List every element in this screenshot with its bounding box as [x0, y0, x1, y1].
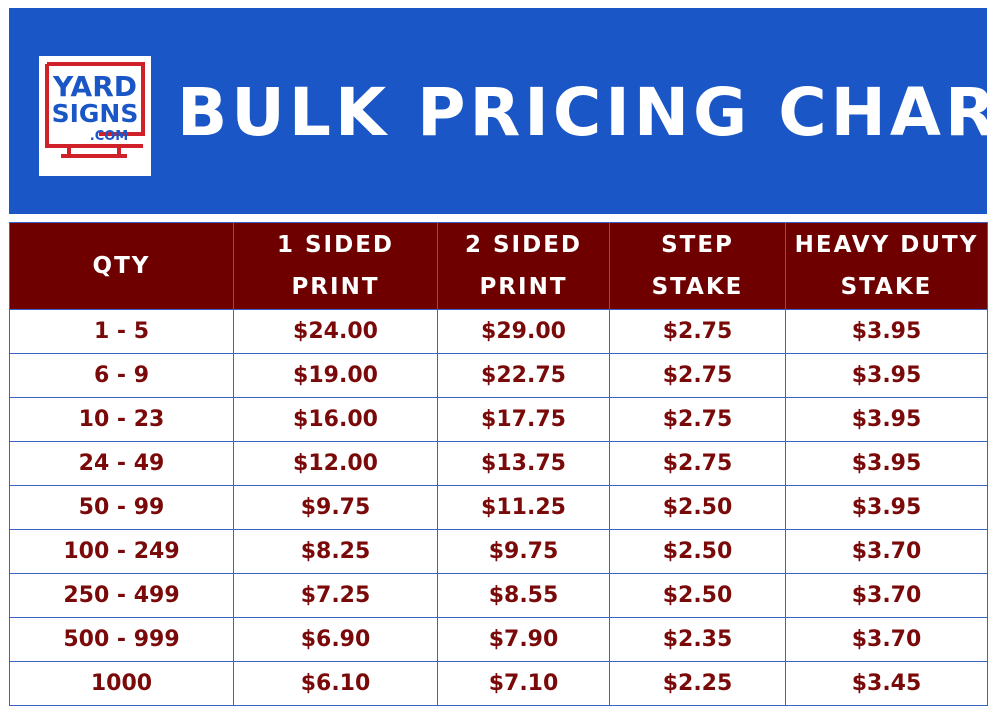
- heavy-duty-stake-price-cell: $3.95: [785, 309, 988, 354]
- one-sided-price-cell: $19.00: [233, 353, 438, 398]
- qty-cell: 24 - 49: [9, 441, 234, 486]
- step-stake-price-cell: $2.50: [609, 573, 786, 618]
- heavy-duty-stake-price-cell: $3.95: [785, 353, 988, 398]
- two-sided-price-cell: $17.75: [437, 397, 610, 442]
- two-sided-price-cell: $11.25: [437, 485, 610, 530]
- table-body: 1 - 5 $24.00 $29.00 $2.75 $3.95 6 - 9 $19.00 $2…: [9, 309, 988, 706]
- chart-title: BULK PRICING CHART: [177, 74, 1000, 151]
- qty-cell: 1 - 5: [9, 309, 234, 354]
- one-sided-price-cell: $6.90: [233, 617, 438, 662]
- one-sided-price-cell: $8.25: [233, 529, 438, 574]
- one-sided-price-cell: $6.10: [233, 661, 438, 706]
- logo-graphic: YARD SIGNS .COM: [45, 62, 145, 158]
- table-row: 6 - 9 $19.00 $22.75 $2.75 $3.95: [9, 353, 988, 398]
- table-row: 10 - 23 $16.00 $17.75 $2.75 $3.95: [9, 397, 988, 442]
- two-sided-price-cell: $9.75: [437, 529, 610, 574]
- column-header-qty: QTY: [9, 222, 234, 310]
- column-header-line2: STAKE: [840, 274, 933, 300]
- table-header-row: QTY 1 SIDED PRINT 2 SIDED PRINT STEP STAKE …: [9, 222, 988, 310]
- qty-cell: 100 - 249: [9, 529, 234, 574]
- step-stake-price-cell: $2.75: [609, 397, 786, 442]
- column-header-line1: HEAVY DUTY: [794, 232, 979, 258]
- table-row: 1 - 5 $24.00 $29.00 $2.75 $3.95: [9, 309, 988, 354]
- two-sided-price-cell: $7.90: [437, 617, 610, 662]
- column-header-line2: PRINT: [479, 274, 568, 300]
- column-header-line1: 2 SIDED: [464, 232, 583, 258]
- logo-text-com: .COM: [90, 129, 128, 144]
- column-header-1-sided-print: 1 SIDED PRINT: [233, 222, 438, 310]
- step-stake-price-cell: $2.75: [609, 353, 786, 398]
- column-header-line2: STAKE: [651, 274, 744, 300]
- one-sided-price-cell: $9.75: [233, 485, 438, 530]
- column-header-line1: 1 SIDED: [276, 232, 395, 258]
- qty-cell: 6 - 9: [9, 353, 234, 398]
- two-sided-price-cell: $8.55: [437, 573, 610, 618]
- two-sided-price-cell: $29.00: [437, 309, 610, 354]
- heavy-duty-stake-price-cell: $3.70: [785, 573, 988, 618]
- table-row: 500 - 999 $6.90 $7.90 $2.35 $3.70: [9, 617, 988, 662]
- table-row: 24 - 49 $12.00 $13.75 $2.75 $3.95: [9, 441, 988, 486]
- pricing-table: QTY 1 SIDED PRINT 2 SIDED PRINT STEP STAKE …: [9, 222, 988, 706]
- logo-text-signs: SIGNS: [52, 99, 139, 128]
- step-stake-price-cell: $2.50: [609, 529, 786, 574]
- qty-cell: 10 - 23: [9, 397, 234, 442]
- qty-cell: 50 - 99: [9, 485, 234, 530]
- table-row: 100 - 249 $8.25 $9.75 $2.50 $3.70: [9, 529, 988, 574]
- table-row: 1000 $6.10 $7.10 $2.25 $3.45: [9, 661, 988, 706]
- one-sided-price-cell: $16.00: [233, 397, 438, 442]
- column-header-line2: PRINT: [291, 274, 380, 300]
- logo-frame: [45, 62, 145, 148]
- one-sided-price-cell: $7.25: [233, 573, 438, 618]
- column-header-heavy-duty-stake: HEAVY DUTY STAKE: [785, 222, 988, 310]
- table-row: 250 - 499 $7.25 $8.55 $2.50 $3.70: [9, 573, 988, 618]
- heavy-duty-stake-price-cell: $3.70: [785, 617, 988, 662]
- column-header-2-sided-print: 2 SIDED PRINT: [437, 222, 610, 310]
- one-sided-price-cell: $12.00: [233, 441, 438, 486]
- table-row: 50 - 99 $9.75 $11.25 $2.50 $3.95: [9, 485, 988, 530]
- qty-cell: 250 - 499: [9, 573, 234, 618]
- column-header-line1: QTY: [92, 253, 151, 279]
- logo-text-yard: YARD: [52, 70, 137, 103]
- heavy-duty-stake-price-cell: $3.95: [785, 397, 988, 442]
- step-stake-price-cell: $2.35: [609, 617, 786, 662]
- heavy-duty-stake-price-cell: $3.95: [785, 485, 988, 530]
- yardsigns-logo: YARD SIGNS .COM: [39, 56, 151, 176]
- one-sided-price-cell: $24.00: [233, 309, 438, 354]
- qty-cell: 500 - 999: [9, 617, 234, 662]
- qty-cell: 1000: [9, 661, 234, 706]
- heavy-duty-stake-price-cell: $3.45: [785, 661, 988, 706]
- heavy-duty-stake-price-cell: $3.70: [785, 529, 988, 574]
- step-stake-price-cell: $2.75: [609, 309, 786, 354]
- column-header-line1: STEP: [661, 232, 734, 258]
- column-header-step-stake: STEP STAKE: [609, 222, 786, 310]
- step-stake-price-cell: $2.50: [609, 485, 786, 530]
- two-sided-price-cell: $7.10: [437, 661, 610, 706]
- header-banner: YARD SIGNS .COM BULK PRICING CHART: [9, 8, 1000, 214]
- step-stake-price-cell: $2.75: [609, 441, 786, 486]
- two-sided-price-cell: $22.75: [437, 353, 610, 398]
- step-stake-price-cell: $2.25: [609, 661, 786, 706]
- two-sided-price-cell: $13.75: [437, 441, 610, 486]
- heavy-duty-stake-price-cell: $3.95: [785, 441, 988, 486]
